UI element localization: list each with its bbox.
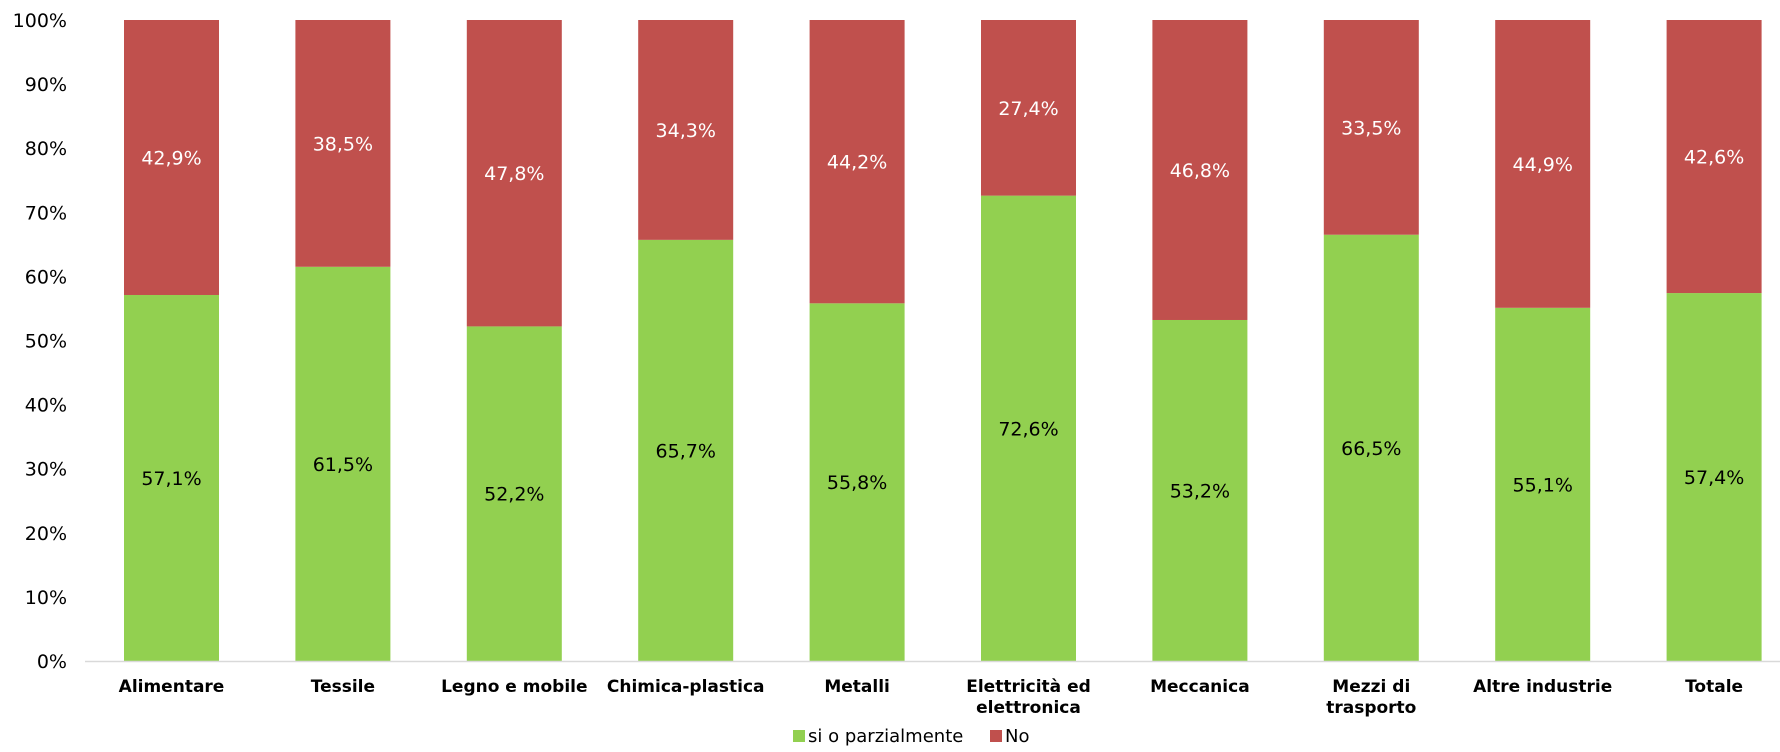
y-tick-label: 60% [25, 266, 67, 288]
y-tick-label: 90% [25, 74, 67, 96]
data-label: 34,3% [656, 120, 716, 142]
data-label: 53,2% [1170, 480, 1230, 502]
bar-segment-si-o-parzialmente [1323, 234, 1419, 662]
data-label: 55,8% [827, 472, 887, 494]
y-tick-label: 20% [25, 523, 67, 545]
bar-segment-no [1495, 20, 1591, 308]
bar-segment-no [124, 20, 219, 295]
data-label: 57,4% [1684, 467, 1744, 489]
legend-swatch-no [990, 730, 1002, 742]
y-tick-label: 70% [25, 202, 67, 224]
data-label: 47,8% [484, 163, 544, 185]
bar-segment-si-o-parzialmente [466, 326, 562, 661]
legend-label-si-o-parzialmente: si o parzialmente [808, 726, 963, 747]
x-category-label: Elettricità ed elettronica [966, 677, 1091, 718]
bar-segment-no [466, 20, 562, 327]
y-tick-label: 10% [25, 587, 67, 609]
legend-label-no: No [1005, 726, 1029, 747]
y-tick-label: 40% [25, 395, 67, 417]
y-tick-label: 0% [37, 651, 67, 673]
data-label: 33,5% [1341, 117, 1401, 139]
data-label: 52,2% [484, 484, 544, 506]
y-axis: 0% 10% 20% 30% 40% 50% 60% 70% 80% 90% 100% [13, 10, 67, 673]
bar-segment-si-o-parzialmente [1495, 307, 1591, 661]
bar-segment-no [1323, 20, 1419, 235]
bars-group [124, 20, 1762, 662]
data-label: 38,5% [313, 133, 373, 155]
bar-segment-no [981, 20, 1076, 196]
bar-segment-si-o-parzialmente [638, 239, 734, 661]
data-label: 42,6% [1684, 147, 1744, 169]
y-tick-label: 30% [25, 459, 67, 481]
data-label: 46,8% [1170, 160, 1230, 182]
bar-segment-no [638, 20, 734, 240]
bar-segment-si-o-parzialmente [1666, 293, 1762, 661]
bar-segment-si-o-parzialmente [124, 294, 219, 661]
x-category-label: Chimica-plastica [607, 677, 765, 697]
data-label: 66,5% [1341, 438, 1401, 460]
bar-segment-no [295, 20, 391, 267]
bar-segment-si-o-parzialmente [809, 303, 905, 661]
data-label: 61,5% [313, 454, 373, 476]
bar-segment-si-o-parzialmente [295, 266, 391, 661]
y-tick-label: 80% [25, 138, 67, 160]
data-label: 27,4% [998, 98, 1058, 120]
legend: si o parzialmente No [793, 726, 1029, 747]
y-tick-label: 50% [25, 331, 67, 353]
bar-segment-si-o-parzialmente [1152, 319, 1248, 661]
x-category-label: Metalli [824, 677, 890, 697]
x-category-label: Meccanica [1150, 677, 1250, 697]
x-category-label: Legno e mobile [441, 677, 587, 697]
legend-swatch-si-o-parzialmente [793, 730, 805, 742]
bar-segment-no [1666, 20, 1762, 294]
data-label: 42,9% [141, 147, 201, 169]
bar-segment-no [809, 20, 905, 304]
y-tick-label: 100% [13, 10, 67, 32]
x-category-label: Totale [1685, 677, 1743, 697]
data-label: 44,9% [1513, 154, 1573, 176]
data-label: 57,1% [141, 468, 201, 490]
x-category-label: Mezzi di trasporto [1326, 677, 1416, 718]
x-category-label: Tessile [311, 677, 375, 697]
x-category-label: Alimentare [119, 677, 225, 697]
data-labels-group: 57,1% 42,9% 61,5% 38,5% 52,2% 47,8% 65,7% 34,3%… [141, 98, 1744, 506]
bar-segment-no [1152, 20, 1248, 320]
data-label: 44,2% [827, 152, 887, 174]
bar-segment-si-o-parzialmente [981, 195, 1076, 661]
x-category-label: Altre industrie [1473, 677, 1612, 697]
data-label: 65,7% [656, 440, 716, 462]
data-label: 55,1% [1513, 474, 1573, 496]
data-label: 72,6% [998, 418, 1058, 440]
x-axis: Alimentare Tessile Legno e mobile Chimica-p… [119, 677, 1743, 718]
